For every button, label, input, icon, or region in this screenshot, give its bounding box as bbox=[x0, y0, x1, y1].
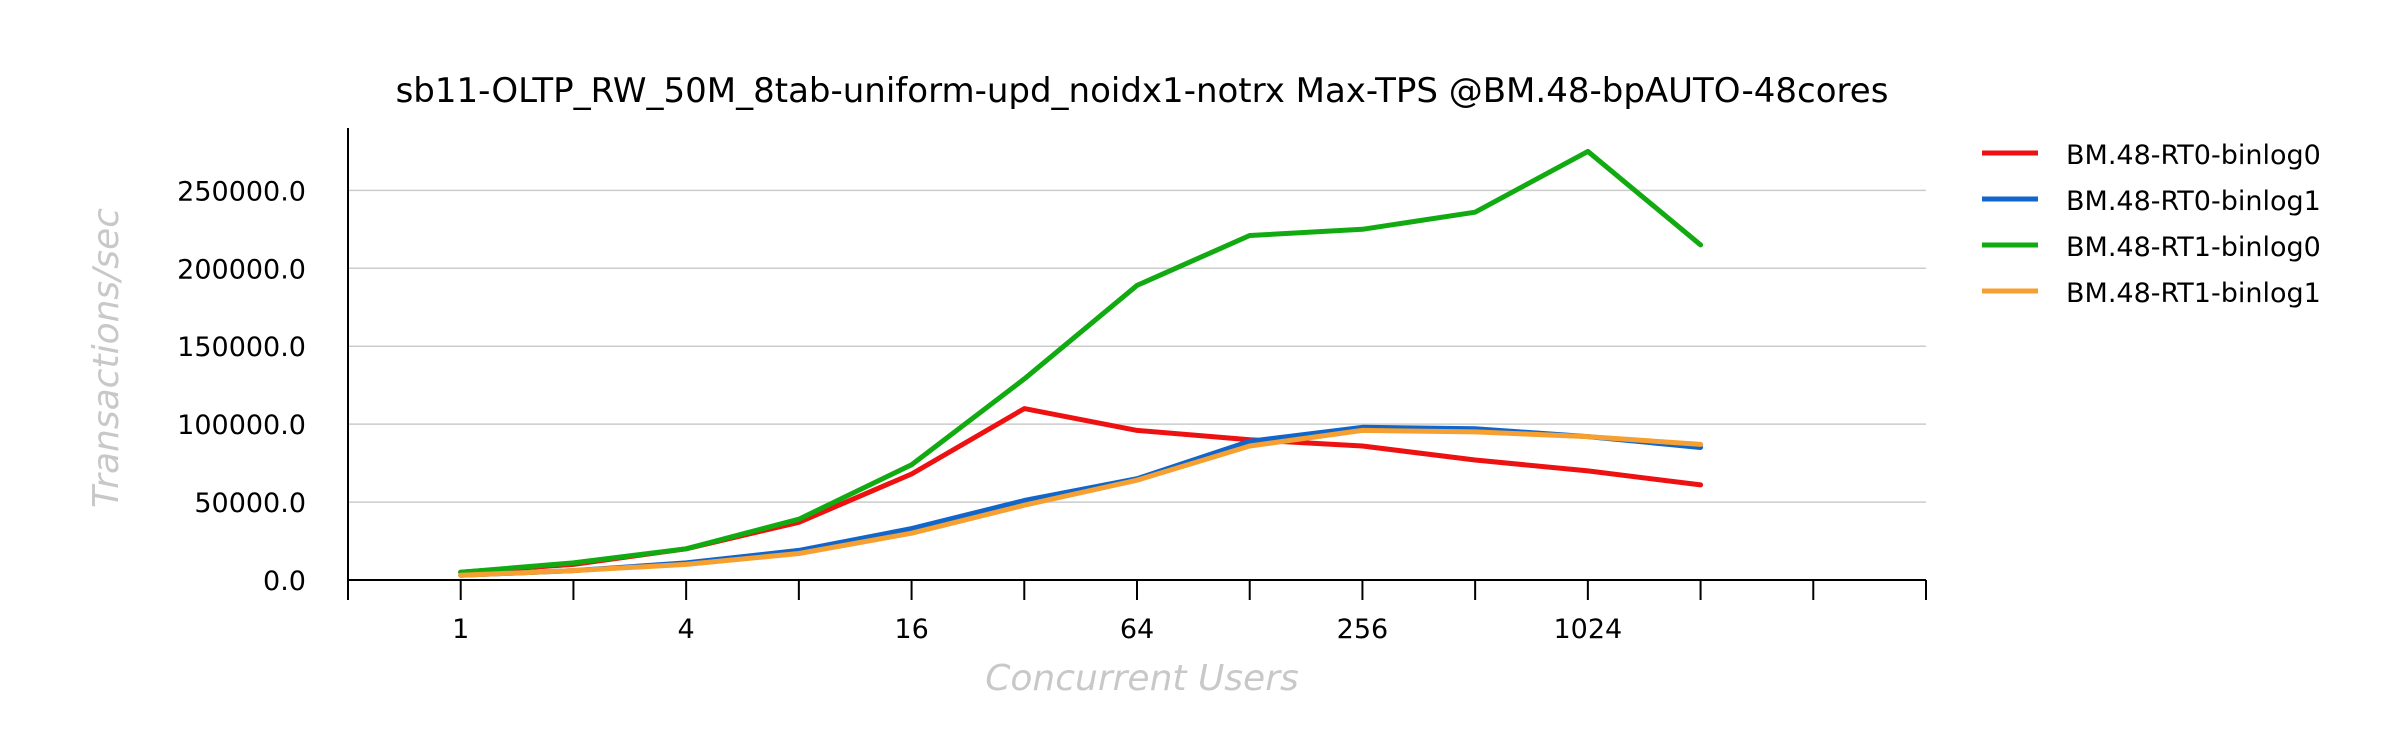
y-tick-label: 250000.0 bbox=[177, 176, 306, 207]
chart-title: sb11-OLTP_RW_50M_8tab-uniform-upd_noidx1… bbox=[396, 71, 1889, 111]
legend-entry: BM.48-RT0-binlog1 bbox=[2066, 186, 2321, 217]
x-tick-label: 16 bbox=[894, 614, 928, 645]
x-tick-label: 1024 bbox=[1553, 614, 1622, 645]
legend: BM.48-RT0-binlog0 BM.48-RT0-binlog1 BM.48-… bbox=[1982, 140, 2321, 309]
y-tick-label: 200000.0 bbox=[177, 254, 306, 285]
x-tick-label: 256 bbox=[1337, 614, 1389, 645]
series-line-BM.48-RT1-binlog1 bbox=[458, 427, 1704, 578]
legend-entry: BM.48-RT0-binlog0 bbox=[2066, 140, 2321, 171]
series-lines bbox=[458, 148, 1704, 578]
x-tick-label: 64 bbox=[1120, 614, 1154, 645]
legend-entry: BM.48-RT1-binlog1 bbox=[2066, 278, 2321, 309]
y-tick-label: 100000.0 bbox=[177, 410, 306, 441]
gridlines bbox=[348, 189, 1926, 503]
y-tick-label: 0.0 bbox=[263, 566, 306, 597]
x-axis-label: Concurrent Users bbox=[985, 658, 1299, 699]
series-line-BM.48-RT1-binlog0 bbox=[458, 148, 1704, 575]
axes bbox=[347, 128, 1927, 600]
legend-entry: BM.48-RT1-binlog0 bbox=[2066, 232, 2321, 263]
y-tick-label: 150000.0 bbox=[177, 332, 306, 363]
x-tick-label: 1 bbox=[452, 614, 469, 645]
y-tick-label: 50000.0 bbox=[194, 488, 306, 519]
x-tick-label: 4 bbox=[678, 614, 695, 645]
y-axis-label: Transactions/sec bbox=[86, 208, 127, 508]
tick-labels: 0.0 50000.0 100000.0 150000.0 200000.0 250000… bbox=[177, 176, 1622, 645]
